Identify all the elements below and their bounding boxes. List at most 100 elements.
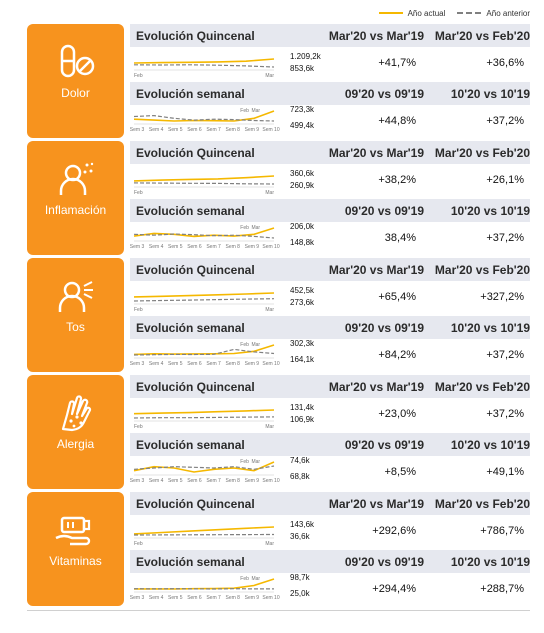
pct-change-2: +327,2% [480,291,524,303]
value-current: 302,3k [290,339,315,348]
pct-change-2: +26,1% [486,174,524,186]
value-current: 1.209,2k [290,52,321,61]
value-current: 98,7k [290,573,310,582]
value-previous: 68,8k [290,472,310,481]
x-tick-label: Sem 3 [130,361,145,367]
column-header-2: 10'20 vs 10'19 [450,555,530,569]
x-tick-label: Sem 7 [206,127,221,133]
column-header-1: 09'20 vs 09'19 [344,204,424,218]
section-vitaminas: Vitaminas Evolución Quincenal Mar'20 vs Ma… [27,492,530,606]
mini-chart-quincenal: Feb Mar [133,409,275,430]
column-header-1: Mar'20 vs Mar'19 [328,263,424,277]
pct-change-2: +786,7% [480,525,524,537]
marker-label-feb: Feb [240,108,249,114]
value-current: 131,4k [290,403,315,412]
marker-label-mar: Mar [251,108,260,114]
pct-change-2: +37,2% [486,408,524,420]
column-header-2: 10'20 vs 10'19 [450,321,530,335]
x-tick-label: Sem 3 [130,595,145,601]
x-tick-label: Sem 8 [225,595,240,601]
value-previous: 260,9k [290,181,315,190]
marker-label-feb: Feb [240,225,249,231]
category-card: Tos [27,258,124,372]
series-line-previous [133,114,275,122]
bottom-divider [27,610,530,611]
x-tick-label: Sem 5 [168,361,183,367]
column-header-2: 10'20 vs 10'19 [450,87,530,101]
pct-change-1: +294,4% [372,583,416,595]
series-line-current [133,526,275,535]
x-tick-label-end: Mar [265,541,274,547]
category-label: Dolor [61,86,90,100]
marker-label-feb: Feb [240,342,249,348]
coughing-person-icon [27,276,124,321]
pct-change-2: +49,1% [486,466,524,478]
x-tick-label: Sem 7 [206,595,221,601]
x-tick-label-start: Feb [134,190,143,196]
column-header-1: Mar'20 vs Mar'19 [328,380,424,394]
row-title: Evolución semanal [136,321,245,335]
mini-chart-quincenal: Feb Mar [133,175,275,196]
x-tick-label: Sem 7 [206,478,221,484]
legend-current: Año actual [378,9,445,18]
row-header: Evolución Quincenal Mar'20 vs Mar'19 Mar'2… [130,375,530,398]
row-semanal: Evolución semanal 09'20 vs 09'19 10'20 vs … [130,550,530,606]
series-line-current [133,58,275,64]
x-tick-label: Sem 4 [149,244,164,250]
value-previous: 106,9k [290,415,315,424]
series-line-current [133,227,275,238]
section-inflamación: Inflamación Evolución Quincenal Mar'20 vs … [27,141,530,255]
column-header-2: Mar'20 vs Feb'20 [434,29,530,43]
x-tick-label: Sem 10 [262,478,279,484]
mini-chart-quincenal: Feb Mar [133,526,275,547]
x-tick-label: Sem 8 [225,361,240,367]
x-tick-label: Sem 5 [168,478,183,484]
x-tick-label: Sem 5 [168,595,183,601]
x-tick-label: Sem 10 [262,244,279,250]
x-tick-label: Sem 9 [245,127,260,133]
x-tick-label: Sem 6 [187,244,202,250]
mini-chart-quincenal: Feb Mar [133,292,274,313]
pct-change-1: +8,5% [384,466,417,478]
pct-change-1: +292,6% [372,525,416,537]
row-header: Evolución Quincenal Mar'20 vs Mar'19 Mar'2… [130,492,530,515]
row-header: Evolución Quincenal Mar'20 vs Mar'19 Mar'2… [130,24,530,47]
column-header-1: Mar'20 vs Mar'19 [328,29,424,43]
pct-change-2: +37,2% [486,115,524,127]
x-tick-label-start: Feb [134,424,143,430]
row-title: Evolución semanal [136,438,245,452]
series-line-current [133,409,275,415]
value-current: 74,6k [290,456,310,465]
marker-label-mar: Mar [251,225,260,231]
x-tick-label: Sem 4 [149,127,164,133]
chart-legend: Año actual Año anterior [367,6,530,20]
series-line-previous [133,182,275,185]
series-line-previous [133,416,275,419]
row-semanal: Evolución semanal 09'20 vs 09'19 10'20 vs … [130,82,530,138]
x-tick-label: Sem 3 [130,127,145,133]
marker-label-mar: Mar [251,342,260,348]
x-tick-label: Sem 5 [168,244,183,250]
value-previous: 25,0k [290,589,310,598]
row-quincenal: Evolución Quincenal Mar'20 vs Mar'19 Mar'2… [130,492,530,548]
marker-label-feb: Feb [240,459,249,465]
x-tick-label: Sem 6 [187,361,202,367]
mini-chart-quincenal: Feb Mar [133,58,275,79]
value-previous: 148,8k [290,238,315,247]
row-quincenal: Evolución Quincenal Mar'20 vs Mar'19 Mar'2… [130,141,530,197]
row-title: Evolución semanal [136,87,245,101]
x-tick-label: Sem 8 [225,478,240,484]
x-tick-label: Sem 4 [149,595,164,601]
row-semanal: Evolución semanal 09'20 vs 09'19 10'20 vs … [130,433,530,489]
pct-change-2: +288,7% [480,583,524,595]
x-tick-label: Sem 10 [262,595,279,601]
row-title: Evolución Quincenal [136,380,255,394]
series-line-current [133,175,275,182]
marker-label-mar: Mar [251,576,260,582]
pct-change-2: +36,6% [486,57,524,69]
category-card: Inflamación [27,141,124,255]
pct-change-1: +38,2% [378,174,416,186]
x-tick-label: Sem 7 [206,361,221,367]
x-tick-label-start: Feb [134,73,143,79]
inflamed-person-icon [27,159,124,204]
